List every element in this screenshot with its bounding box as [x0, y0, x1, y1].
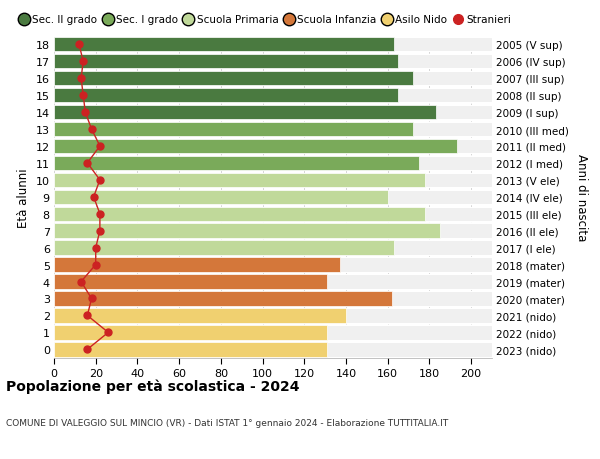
Point [89, 194, 98, 201]
Bar [54, 342, 327, 357]
Bar [54, 275, 492, 289]
Bar [54, 258, 340, 272]
Bar [54, 207, 492, 221]
Legend: Sec. II grado, Sec. I grado, Scuola Primaria, Scuola Infanzia, Asilo Nido, Stran: Sec. II grado, Sec. I grado, Scuola Prim… [20, 15, 511, 25]
Point [79, 58, 88, 66]
Bar [54, 190, 492, 205]
Bar [54, 140, 492, 154]
Bar [54, 241, 492, 255]
Bar [54, 72, 492, 86]
Point [91, 261, 101, 269]
Bar [54, 38, 394, 52]
Point [83, 312, 92, 319]
Bar [54, 173, 492, 188]
Text: Popolazione per età scolastica - 2024: Popolazione per età scolastica - 2024 [6, 379, 299, 393]
Bar [54, 291, 492, 306]
Bar [54, 89, 398, 103]
Y-axis label: Età alunni: Età alunni [17, 168, 30, 227]
Point [103, 329, 113, 336]
Point [87, 295, 97, 302]
Bar [54, 123, 492, 137]
Bar [54, 89, 492, 103]
Bar [54, 123, 413, 137]
Y-axis label: Anni di nascita: Anni di nascita [575, 154, 589, 241]
Bar [54, 325, 492, 340]
Bar [54, 140, 457, 154]
Point [91, 245, 101, 252]
Bar [54, 241, 394, 255]
Bar [54, 308, 346, 323]
Bar [54, 106, 492, 120]
Bar [54, 308, 492, 323]
Bar [54, 157, 419, 171]
Point [95, 143, 104, 150]
Point [76, 75, 86, 83]
Bar [54, 190, 388, 205]
Bar [54, 258, 492, 272]
Point [83, 346, 92, 353]
Point [87, 126, 97, 134]
Point [74, 41, 84, 49]
Point [83, 160, 92, 167]
Bar [54, 55, 398, 69]
Bar [54, 106, 436, 120]
Bar [54, 342, 492, 357]
Bar [54, 38, 492, 52]
Bar [54, 224, 492, 238]
Point [80, 109, 90, 117]
Point [76, 278, 86, 285]
Bar [54, 275, 327, 289]
Bar [54, 55, 492, 69]
Bar [54, 325, 327, 340]
Bar [54, 291, 392, 306]
Point [95, 177, 104, 184]
Bar [54, 173, 425, 188]
Point [95, 228, 104, 235]
Text: COMUNE DI VALEGGIO SUL MINCIO (VR) - Dati ISTAT 1° gennaio 2024 - Elaborazione T: COMUNE DI VALEGGIO SUL MINCIO (VR) - Dat… [6, 418, 448, 427]
Bar [54, 72, 413, 86]
Bar [54, 224, 440, 238]
Point [79, 92, 88, 100]
Bar [54, 157, 492, 171]
Bar [54, 207, 425, 221]
Point [95, 211, 104, 218]
